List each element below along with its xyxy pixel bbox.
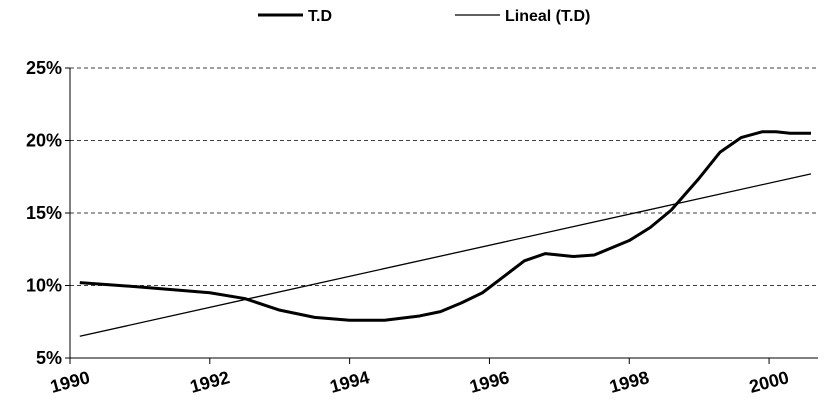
series-line xyxy=(79,130,812,322)
x-tick-label: 1994 xyxy=(328,367,372,397)
x-tick-label: 1990 xyxy=(48,367,92,397)
x-tick-label: 1996 xyxy=(468,367,512,397)
series-line xyxy=(79,173,812,337)
y-tick-label: 5% xyxy=(36,348,62,368)
x-tick-label: 1992 xyxy=(188,367,232,397)
x-tick-label: 1998 xyxy=(607,367,651,397)
legend-label: Lineal (T.D) xyxy=(505,8,590,25)
y-tick-label: 15% xyxy=(26,203,62,223)
x-tick-label: 2000 xyxy=(747,367,791,397)
legend-label: T.D xyxy=(308,8,332,25)
y-tick-label: 10% xyxy=(26,276,62,296)
y-tick-label: 25% xyxy=(26,58,62,78)
y-tick-label: 20% xyxy=(26,131,62,151)
